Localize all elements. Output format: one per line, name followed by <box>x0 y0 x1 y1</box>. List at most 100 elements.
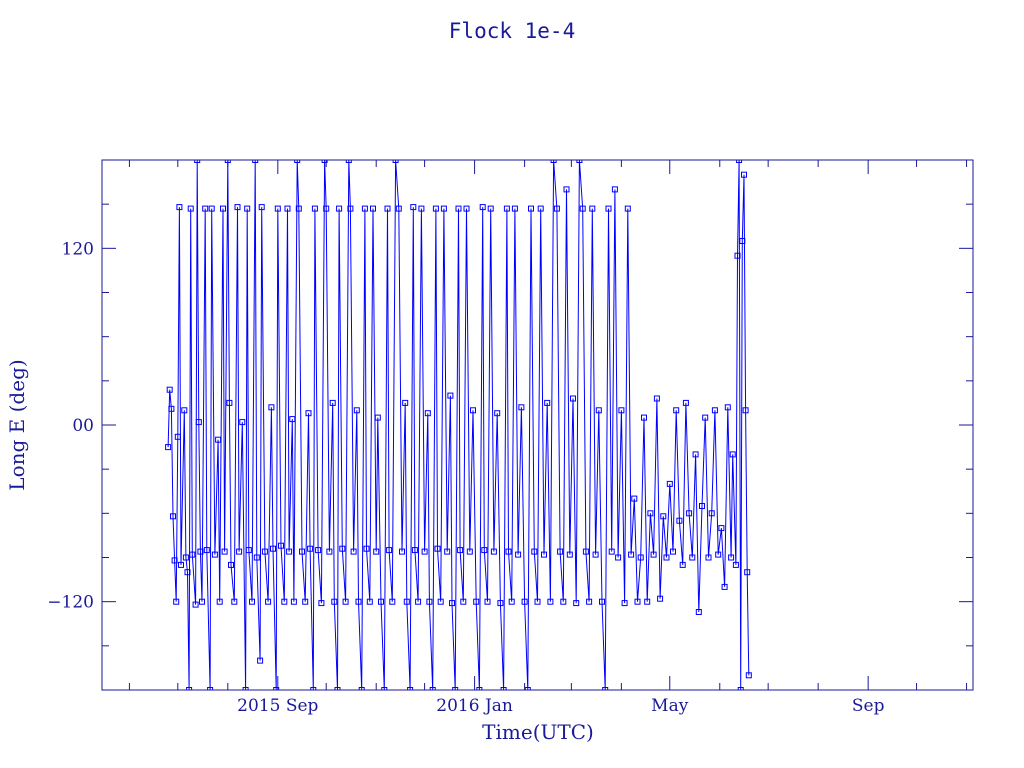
data-point <box>195 419 202 426</box>
data-point <box>595 407 602 414</box>
data-point <box>299 548 305 555</box>
data-point <box>424 410 431 417</box>
data-point <box>234 204 241 211</box>
data-point <box>249 598 255 605</box>
data-point <box>641 414 647 421</box>
data-point <box>679 561 686 568</box>
data-point <box>437 598 444 605</box>
data-point <box>252 160 259 163</box>
data-point <box>547 598 554 605</box>
data-point <box>589 205 596 212</box>
data-point <box>602 687 609 690</box>
data-point <box>402 399 409 406</box>
data-point <box>484 598 491 605</box>
data-point <box>392 160 399 163</box>
data-point <box>389 598 396 605</box>
data-point <box>207 687 214 690</box>
data-point <box>187 205 194 212</box>
data-point <box>239 419 246 426</box>
data-point <box>170 513 176 520</box>
data-point <box>231 598 238 605</box>
data-point <box>174 433 181 440</box>
data-point <box>653 395 660 402</box>
data-point <box>560 598 567 605</box>
data-point <box>265 598 272 605</box>
data-point <box>370 205 376 212</box>
data-point <box>524 687 531 690</box>
data-point <box>460 598 467 605</box>
data-point <box>452 687 459 690</box>
data-point <box>208 205 215 212</box>
data-point <box>576 160 583 163</box>
data-point <box>736 160 743 163</box>
data-point <box>386 547 393 554</box>
data-point <box>323 205 330 212</box>
data-point <box>199 598 205 605</box>
data-point <box>278 542 284 549</box>
data-point <box>663 554 670 561</box>
data-point <box>171 557 178 564</box>
y-tick-label: 00 <box>72 416 94 436</box>
y-axis-label: Long E (deg) <box>5 359 29 490</box>
data-point <box>345 160 352 163</box>
data-point <box>550 160 557 163</box>
data-point <box>418 205 425 212</box>
data-point <box>634 598 641 605</box>
x-tick-label: May <box>651 696 689 716</box>
data-point <box>479 204 486 211</box>
data-point <box>281 598 288 605</box>
data-point <box>728 554 735 561</box>
data-point <box>197 548 204 555</box>
plot-frame <box>101 159 974 691</box>
data-point <box>711 407 718 414</box>
data-point <box>457 547 464 554</box>
data-point <box>166 386 173 393</box>
data-point <box>294 160 301 163</box>
data-point <box>579 205 586 212</box>
data-point <box>384 205 391 212</box>
data-point <box>182 554 189 561</box>
data-point <box>194 160 201 163</box>
data-point <box>273 687 280 690</box>
data-point <box>245 547 252 554</box>
data-point <box>541 551 547 558</box>
data-point <box>729 451 736 458</box>
data-point <box>373 548 380 555</box>
data-point <box>318 600 325 607</box>
data-point <box>426 598 433 605</box>
data-point <box>226 399 233 406</box>
data-point <box>211 551 218 558</box>
data-point <box>216 598 223 605</box>
x-axis-label: Time(UTC) <box>482 720 594 744</box>
data-point <box>326 548 333 555</box>
data-point <box>531 548 538 555</box>
data-point <box>741 171 747 178</box>
x-tick-label: 2016 Jan <box>436 696 513 716</box>
data-point <box>534 598 541 605</box>
data-point <box>350 548 357 555</box>
data-point <box>682 399 689 406</box>
data-point <box>692 451 699 458</box>
data-point <box>415 598 422 605</box>
chart-title: Flock 1e-4 <box>449 19 575 43</box>
data-point <box>381 687 388 690</box>
data-point <box>737 687 744 690</box>
x-tick-label: 2015 Sep <box>237 696 318 716</box>
data-point <box>432 205 439 212</box>
data-point <box>544 399 551 406</box>
data-point <box>374 414 381 421</box>
y-tick-label: 120 <box>62 239 94 259</box>
data-point <box>290 598 297 605</box>
data-point <box>355 598 362 605</box>
data-point <box>244 205 251 212</box>
data-point <box>215 436 222 443</box>
data-point <box>366 598 373 605</box>
axis-ticks: −120 00 120 2015 Sep 2016 Jan May Sep <box>47 160 973 716</box>
data-point <box>732 561 739 568</box>
data-point <box>586 598 593 605</box>
data-point <box>631 495 638 502</box>
data-point <box>444 548 451 555</box>
data-point <box>473 598 480 605</box>
data-point <box>310 687 317 690</box>
data-point <box>268 404 275 411</box>
